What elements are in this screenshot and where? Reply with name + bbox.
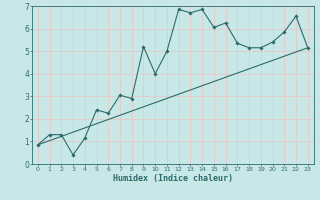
X-axis label: Humidex (Indice chaleur): Humidex (Indice chaleur) <box>113 174 233 183</box>
